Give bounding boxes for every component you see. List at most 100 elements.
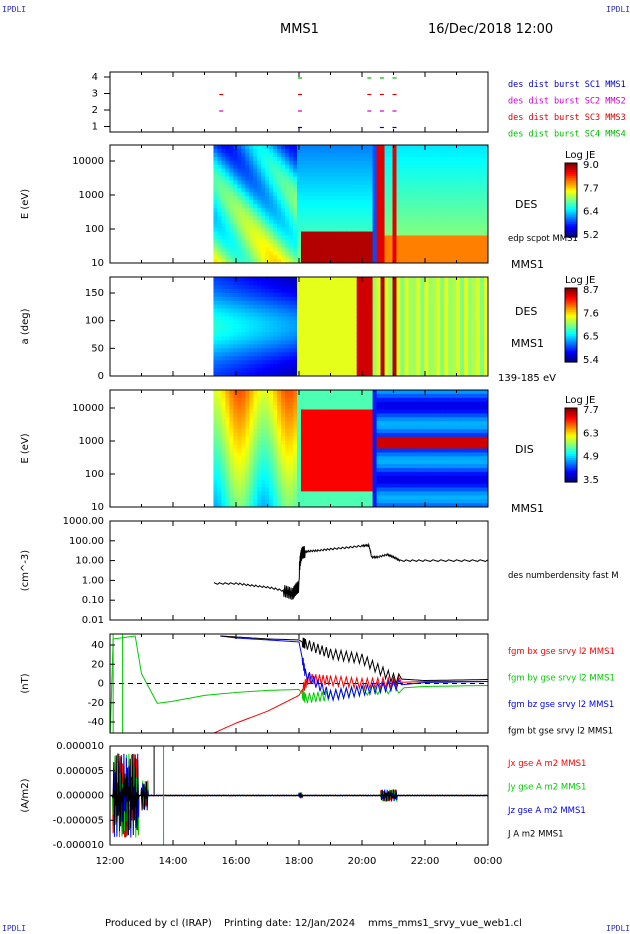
des-energy-spectrogram-cell — [221, 164, 226, 170]
dis-energy-spectrogram-cell — [297, 397, 302, 403]
des-pitch-spectrogram-cell — [372, 277, 378, 282]
des-energy-spectrogram-cell — [392, 145, 397, 150]
des-pitch-spectrogram-cell — [352, 364, 358, 369]
des-pitch-spectrogram-cell — [241, 340, 246, 345]
des-energy-spectrogram-cell — [213, 243, 218, 248]
des-pitch-spectrogram-cell — [281, 320, 286, 326]
des-energy-spectrogram-cell — [297, 188, 302, 193]
des-energy-spectrogram-cell — [392, 259, 397, 264]
des-pitch-spectrogram-cell — [432, 344, 437, 349]
des-energy-spectrogram-cell — [308, 176, 314, 181]
dis-energy-spectrogram-cell — [241, 452, 246, 457]
dis-energy-spectrogram-cell — [225, 432, 230, 438]
des-pitch-spectrogram-cell — [320, 316, 326, 322]
des-pitch-spectrogram-cell — [372, 316, 378, 322]
des-pitch-spectrogram-cell — [324, 324, 330, 329]
des-pitch-spectrogram-cell — [360, 320, 366, 326]
des-energy-spectrogram-cell — [308, 231, 314, 236]
dis-energy-spectrogram-cell — [324, 471, 330, 477]
des-pitch-spectrogram-cell — [233, 328, 238, 333]
dis-energy-spectrogram-cell — [285, 468, 290, 473]
des-energy-spectrogram-cell — [297, 235, 302, 240]
des-energy-spectrogram-cell — [328, 184, 334, 189]
des-pitch-spectrogram-cell — [277, 316, 282, 322]
dis-energy-spectrogram-cell — [312, 436, 318, 442]
des-energy-spectrogram-cell — [480, 148, 485, 154]
des-energy-spectrogram-cell — [348, 184, 354, 189]
dis-energy-spectrogram-cell — [293, 421, 298, 426]
dis-energy-spectrogram-cell — [249, 429, 254, 434]
des-pitch-spectrogram-cell — [277, 288, 282, 294]
des-pitch-spectrogram-cell — [300, 296, 306, 302]
dis-energy-spectrogram-cell — [241, 503, 246, 508]
des-pitch-spectrogram-cell — [257, 364, 262, 369]
dis-energy-spectrogram-cell — [217, 397, 222, 403]
des-pitch-spectrogram-cell — [368, 360, 374, 365]
des-energy-spectrogram-cell — [297, 204, 302, 209]
des-pitch-spectrogram-cell — [221, 336, 226, 341]
des-energy-spectrogram-cell — [213, 180, 218, 185]
des-energy-spectrogram-cell — [388, 219, 394, 225]
des-energy-spectrogram-cell — [460, 176, 465, 181]
des-pitch-spectrogram-cell — [408, 277, 413, 282]
des-energy-spectrogram-cell — [444, 219, 449, 225]
des-energy-spectrogram-cell — [432, 192, 437, 197]
des-pitch-spectrogram-cell — [328, 280, 334, 286]
des-pitch-spectrogram-cell — [476, 356, 481, 361]
des-energy-spectrogram-cell — [396, 192, 401, 197]
des-energy-spectrogram-cell — [269, 247, 274, 252]
des-energy-spectrogram-cell — [348, 192, 354, 197]
des-energy-spectrogram-cell — [460, 168, 465, 174]
des-energy-spectrogram-cell — [213, 192, 218, 197]
des-pitch-spectrogram-cell — [404, 324, 409, 329]
des-pitch-spectrogram-cell — [308, 308, 314, 314]
des-pitch-spectrogram-cell — [285, 352, 290, 357]
des-energy-spectrogram-cell — [432, 164, 437, 170]
des-pitch-spectrogram-cell — [289, 288, 294, 294]
des-energy-spectrogram-cell — [468, 164, 473, 170]
des-energy-spectrogram-cell — [356, 204, 362, 209]
des-pitch-spectrogram-cell — [249, 324, 254, 329]
des-pitch-spectrogram-cell — [312, 312, 318, 318]
des-pitch-spectrogram-cell — [261, 320, 266, 326]
des-pitch-spectrogram-cell — [308, 332, 314, 337]
corner-tag-bottom-right: IPDLI — [606, 924, 630, 933]
des-pitch-spectrogram-cell — [297, 292, 302, 298]
des-pitch-spectrogram-cell — [308, 292, 314, 298]
des-pitch-colorbar-tick: 5.4 — [583, 355, 599, 366]
des-pitch-spectrogram-cell — [277, 324, 282, 329]
des-pitch-spectrogram-cell — [484, 324, 489, 329]
dis-energy-spectrogram-cell — [289, 440, 294, 446]
des-energy-spectrogram-cell — [281, 145, 286, 150]
dis-energy-spectrogram-cell — [229, 471, 234, 477]
des-energy-spectrogram-cell — [281, 211, 286, 217]
des-pitch-spectrogram-cell — [273, 316, 278, 322]
dis-energy-spectrogram-cell — [289, 421, 294, 426]
des-pitch-spectrogram-cell — [253, 348, 258, 353]
des-energy-spectrogram-cell — [300, 259, 306, 264]
des-pitch-spectrogram-cell — [480, 352, 485, 357]
des-pitch-spectrogram-cell — [448, 300, 453, 306]
des-energy-spectrogram-cell — [468, 192, 473, 197]
des-energy-spectrogram-cell — [448, 251, 453, 256]
des-pitch-spectrogram-cell — [328, 296, 334, 302]
des-energy-spectrogram-cell — [297, 200, 302, 205]
des-pitch-spectrogram-cell — [225, 356, 230, 361]
dis-energy-spectrogram-cell — [285, 432, 290, 438]
des-energy-spectrogram-cell — [420, 251, 425, 256]
des-pitch-spectrogram-cell — [408, 296, 413, 302]
des-energy-spectrogram-cell — [424, 184, 429, 189]
des-energy-spectrogram-cell — [257, 164, 262, 170]
des-energy-spectrogram-cell — [332, 243, 338, 248]
dis-energy-spectrogram-cell — [257, 468, 262, 473]
des-energy-colorbar-cell — [565, 218, 577, 221]
des-pitch-spectrogram-cell — [241, 356, 246, 361]
des-energy-spectrogram-cell — [312, 200, 318, 205]
dis-energy-spectrogram-cell — [237, 460, 242, 465]
des-pitch-spectrogram-cell — [376, 304, 382, 310]
des-pitch-spectrogram-cell — [261, 292, 266, 298]
des-energy-spectrogram-cell — [340, 219, 346, 225]
dis-energy-spectrogram-cell — [273, 475, 278, 481]
des-pitch-spectrogram-cell — [408, 336, 413, 341]
des-pitch-spectrogram-cell — [273, 284, 278, 290]
